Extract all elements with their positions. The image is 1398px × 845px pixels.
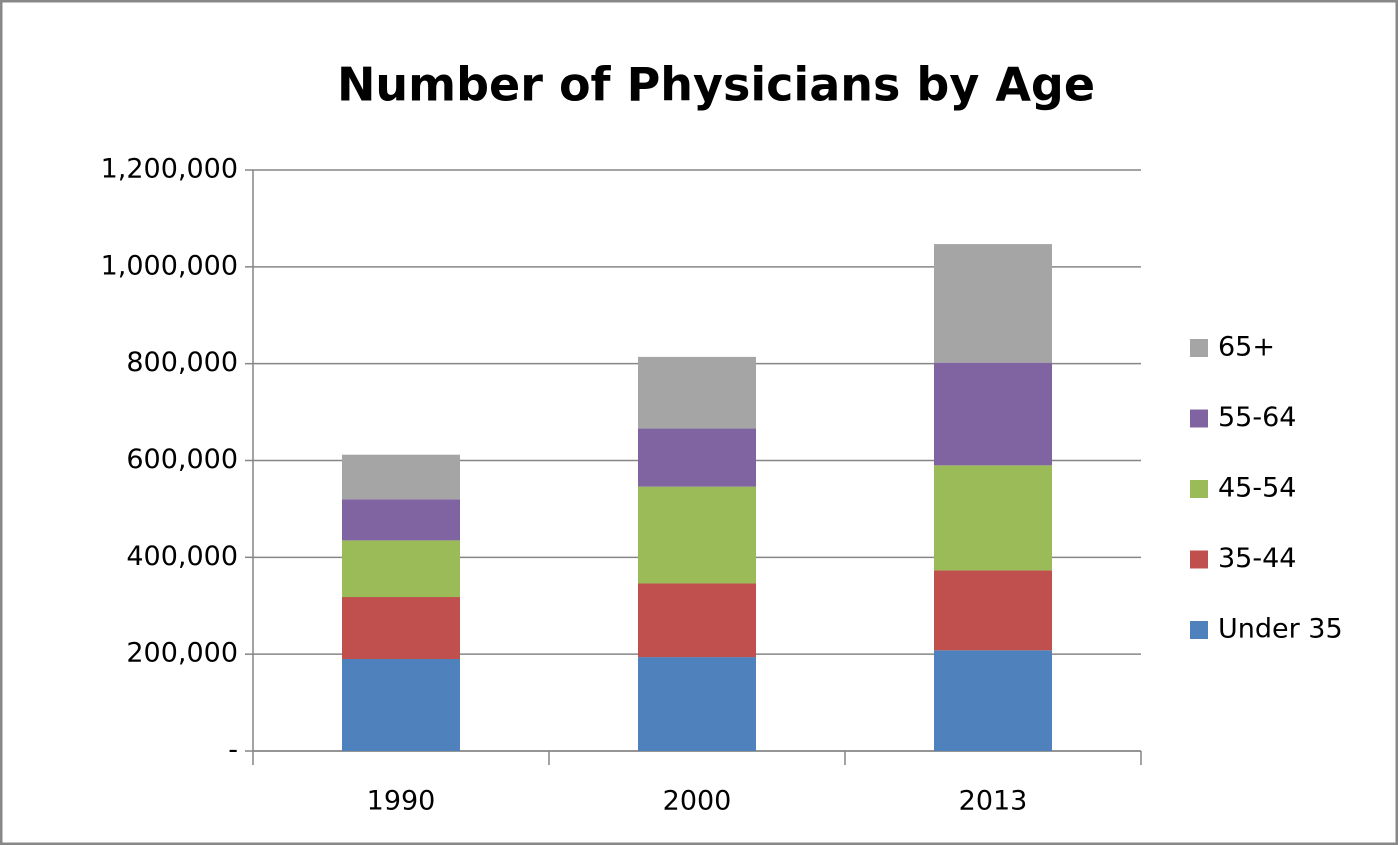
y-tick-label: 800,000 (126, 347, 238, 378)
x-tick-label: 2013 (959, 786, 1028, 817)
y-tick-label: 1,000,000 (101, 250, 238, 281)
bar-segment (342, 499, 460, 541)
bar-segment (934, 570, 1052, 651)
y-tick-label: 1,200,000 (101, 154, 238, 185)
y-tick-label: 600,000 (126, 444, 238, 475)
bar-segment (934, 465, 1052, 571)
legend-swatch (1190, 480, 1208, 498)
legend-swatch (1190, 339, 1208, 357)
legend-label: 45-54 (1218, 473, 1296, 504)
bar-segment (638, 356, 756, 429)
bar-segment (638, 428, 756, 487)
bar-segment (342, 454, 460, 500)
legend-swatch (1190, 550, 1208, 569)
legend-label: 65+ (1218, 332, 1275, 363)
legend-swatch (1190, 621, 1208, 639)
bar-segment (934, 650, 1052, 751)
x-tick-label: 2000 (663, 786, 732, 817)
legend-label: Under 35 (1218, 614, 1343, 645)
bar-segment (934, 244, 1052, 363)
chart-title: Number of Physicians by Age (337, 58, 1095, 112)
legend-label: 55-64 (1218, 402, 1296, 433)
bar-segment (934, 362, 1052, 466)
bar-segment (638, 486, 756, 584)
legend-label: 35-44 (1218, 543, 1296, 574)
y-tick-label: 200,000 (126, 638, 238, 669)
bar-segment (342, 597, 460, 660)
bar-segment (342, 659, 460, 751)
x-tick-label: 1990 (367, 786, 436, 817)
legend-swatch (1190, 409, 1208, 428)
bar-segment (638, 657, 756, 751)
y-tick-label: 400,000 (126, 541, 238, 572)
bar-segment (638, 583, 756, 658)
bar-segment (342, 540, 460, 598)
y-tick-label: - (228, 735, 238, 766)
